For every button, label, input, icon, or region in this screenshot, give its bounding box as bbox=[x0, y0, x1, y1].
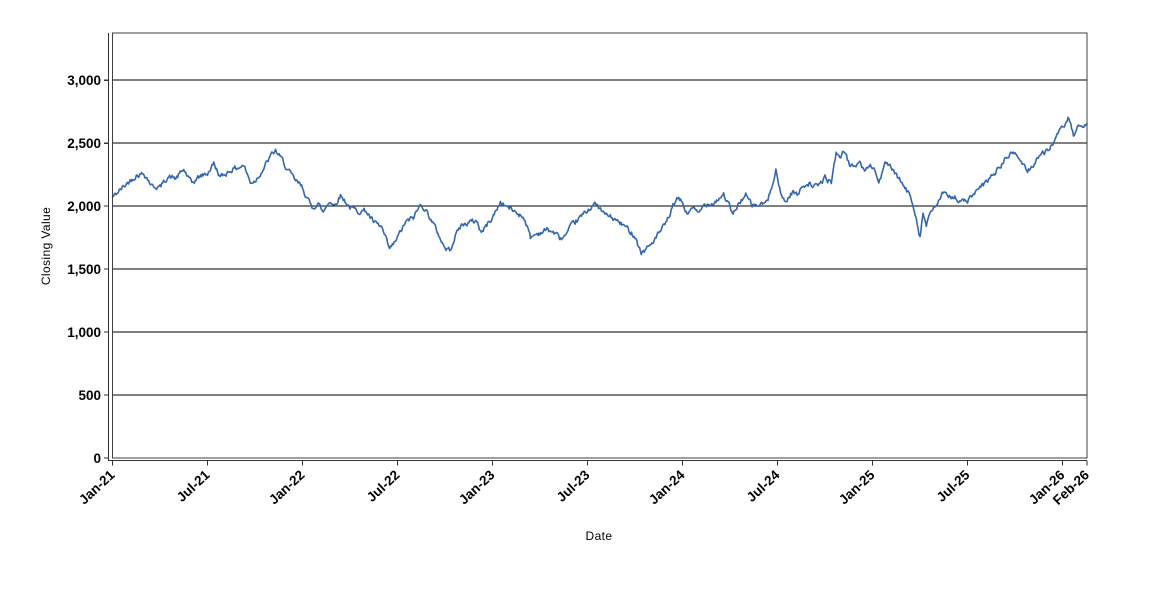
y-tick-label: 500 bbox=[78, 388, 101, 403]
y-tick-label: 3,000 bbox=[67, 73, 101, 88]
y-tick-labels: 0 500 1,000 1,500 2,000 2,500 3,000 bbox=[67, 73, 101, 466]
y-tick-label: 1,000 bbox=[67, 325, 101, 340]
x-tick-label: Jul-21 bbox=[174, 467, 213, 505]
x-tick-label: Jul-23 bbox=[554, 467, 593, 505]
y-tick-label: 0 bbox=[93, 451, 101, 466]
y-axis-title: Closing Value bbox=[39, 206, 53, 286]
x-tick-label: Jul-22 bbox=[364, 467, 403, 505]
closing-value-series-line bbox=[111, 116, 1088, 256]
plot-border bbox=[111, 32, 1088, 459]
x-tick-label: Jan-24 bbox=[646, 467, 688, 507]
y-tick-label: 2,500 bbox=[67, 136, 101, 151]
x-tick-label: Jul-24 bbox=[744, 467, 783, 505]
x-tick-label: Jan-21 bbox=[76, 467, 118, 507]
x-tick-label: Jan-25 bbox=[836, 467, 878, 507]
y-gridlines bbox=[112, 79, 1087, 459]
x-tick-labels: Jan-21 Jul-21 Jan-22 Jul-22 Jan-23 Jul-23 Jan-… bbox=[76, 467, 1092, 508]
x-tick-label: Jan-23 bbox=[456, 467, 498, 507]
axis-lines bbox=[104, 33, 1088, 466]
y-tick-label: 1,500 bbox=[67, 262, 101, 277]
x-axis-title: Date bbox=[585, 529, 613, 543]
y-tick-label: 2,000 bbox=[67, 199, 101, 214]
x-tick-label: Jul-25 bbox=[934, 467, 973, 505]
x-tick-label: Jan-22 bbox=[266, 467, 308, 507]
